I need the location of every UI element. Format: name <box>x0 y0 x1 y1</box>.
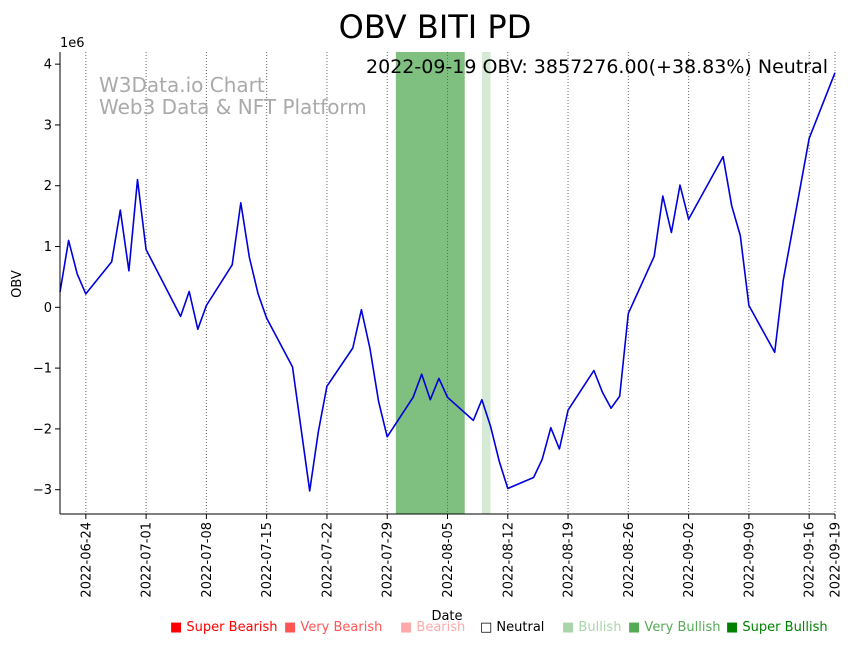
y-tick-label: 3 <box>44 118 52 133</box>
x-tick-label: 2022-08-12 <box>501 522 516 598</box>
legend-swatch-icon: ■ <box>628 620 641 635</box>
shaded-region <box>481 52 491 514</box>
y-tick-label: 0 <box>44 301 52 316</box>
x-gridlines <box>85 52 836 514</box>
x-tick-label: 2022-07-29 <box>381 522 396 598</box>
x-tick-label: 2022-08-05 <box>441 522 456 598</box>
legend-label: Bullish <box>574 620 622 635</box>
x-tick-label: 2022-08-26 <box>622 522 637 598</box>
watermark-line-1: W3Data.io Chart <box>99 73 265 97</box>
x-tick-label: 2022-09-16 <box>803 522 818 598</box>
legend-swatch-icon: ■ <box>284 620 297 635</box>
legend-swatch-icon: □ <box>480 620 493 635</box>
legend-item: ■ Very Bullish <box>628 620 721 635</box>
watermark-line-2: Web3 Data & NFT Platform <box>99 95 367 119</box>
x-axis-label: Date <box>431 609 462 624</box>
obv-series <box>59 72 836 492</box>
x-tick-label: 2022-07-22 <box>320 522 335 598</box>
y-tick-label: −1 <box>33 362 52 377</box>
obv-annotation: 2022-09-19 OBV: 3857276.00(+38.83%) Neut… <box>366 56 828 78</box>
legend-item: ■ Bearish <box>400 620 465 635</box>
legend-swatch-icon: ■ <box>562 620 575 635</box>
legend-label: Super Bullish <box>738 620 828 635</box>
legend-item: ■ Super Bullish <box>726 620 828 635</box>
x-tick-label: 2022-07-08 <box>200 522 215 598</box>
x-tick-label: 2022-07-01 <box>140 522 155 598</box>
legend-item: ■ Bullish <box>562 620 621 635</box>
legend-swatch-icon: ■ <box>726 620 739 635</box>
x-tick-label: 2022-09-09 <box>742 522 757 598</box>
legend-swatch-icon: ■ <box>170 620 183 635</box>
x-tick-label: 2022-09-19 <box>829 522 844 598</box>
x-tick-label: 2022-07-15 <box>260 522 275 598</box>
legend-item: ■ Super Bearish <box>170 620 278 635</box>
legend-item: ■ Very Bearish <box>284 620 382 635</box>
sentiment-shading <box>395 52 491 514</box>
axes: −3 −2 −1 0 1 2 3 4 2022-06-24 2022-07-01 2022-07-0… <box>33 52 844 598</box>
x-tick-label: 2022-06-24 <box>79 522 94 598</box>
chart-title: OBV BITI PD <box>339 8 532 46</box>
legend-label: Bearish <box>412 620 466 635</box>
legend-label: Super Bearish <box>182 620 278 635</box>
y-tick-label: 1 <box>44 240 52 255</box>
y-tick-label: 2 <box>44 179 52 194</box>
legend-label: Very Bearish <box>296 620 383 635</box>
legend-swatch-icon: ■ <box>400 620 413 635</box>
y-tick-label: −2 <box>33 422 52 437</box>
legend-item: □ Neutral <box>480 620 544 635</box>
y-tick-label: 4 <box>44 58 52 73</box>
y-scale-label: 1e6 <box>60 36 85 51</box>
y-tick-label: −3 <box>33 483 52 498</box>
sentiment-legend: ■ Super Bearish ■ Very Bearish ■ Bearish □ … <box>170 620 850 638</box>
shaded-region <box>395 52 465 514</box>
y-axis-label: OBV <box>10 270 25 298</box>
obv-line <box>59 72 836 492</box>
x-tick-label: 2022-09-02 <box>682 522 697 598</box>
x-tick-label: 2022-08-19 <box>562 522 577 598</box>
legend-label: Very Bullish <box>640 620 721 635</box>
legend-label: Neutral <box>492 620 545 635</box>
